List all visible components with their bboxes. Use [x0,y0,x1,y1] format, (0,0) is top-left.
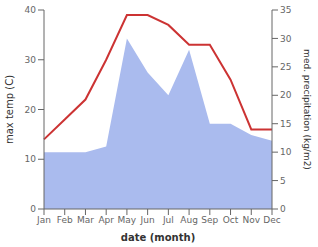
svg-text:10: 10 [25,154,37,164]
svg-text:date (month): date (month) [121,232,195,243]
svg-text:Nov: Nov [242,215,260,225]
svg-text:Aug: Aug [180,215,198,225]
svg-text:Sep: Sep [201,215,218,225]
svg-text:Jun: Jun [140,215,155,225]
svg-text:20: 20 [280,90,292,100]
svg-text:0: 0 [280,204,286,214]
svg-text:40: 40 [25,5,37,15]
svg-text:30: 30 [280,34,292,44]
svg-text:Feb: Feb [57,215,73,225]
svg-text:Oct: Oct [223,215,239,225]
svg-text:15: 15 [280,119,291,129]
svg-text:35: 35 [280,5,291,15]
svg-text:10: 10 [280,147,292,157]
svg-text:20: 20 [25,105,37,115]
svg-text:Mar: Mar [77,215,94,225]
svg-text:5: 5 [280,176,286,186]
svg-text:Dec: Dec [263,215,280,225]
svg-text:25: 25 [280,62,291,72]
svg-text:max temp (C): max temp (C) [8,75,15,144]
svg-text:May: May [118,215,137,225]
svg-text:Apr: Apr [98,215,114,225]
svg-text:Jul: Jul [162,215,174,225]
svg-text:0: 0 [30,204,36,214]
svg-text:med. precipitation (kg/m2): med. precipitation (kg/m2) [302,49,310,170]
svg-text:Jan: Jan [36,215,51,225]
svg-text:30: 30 [25,55,37,65]
